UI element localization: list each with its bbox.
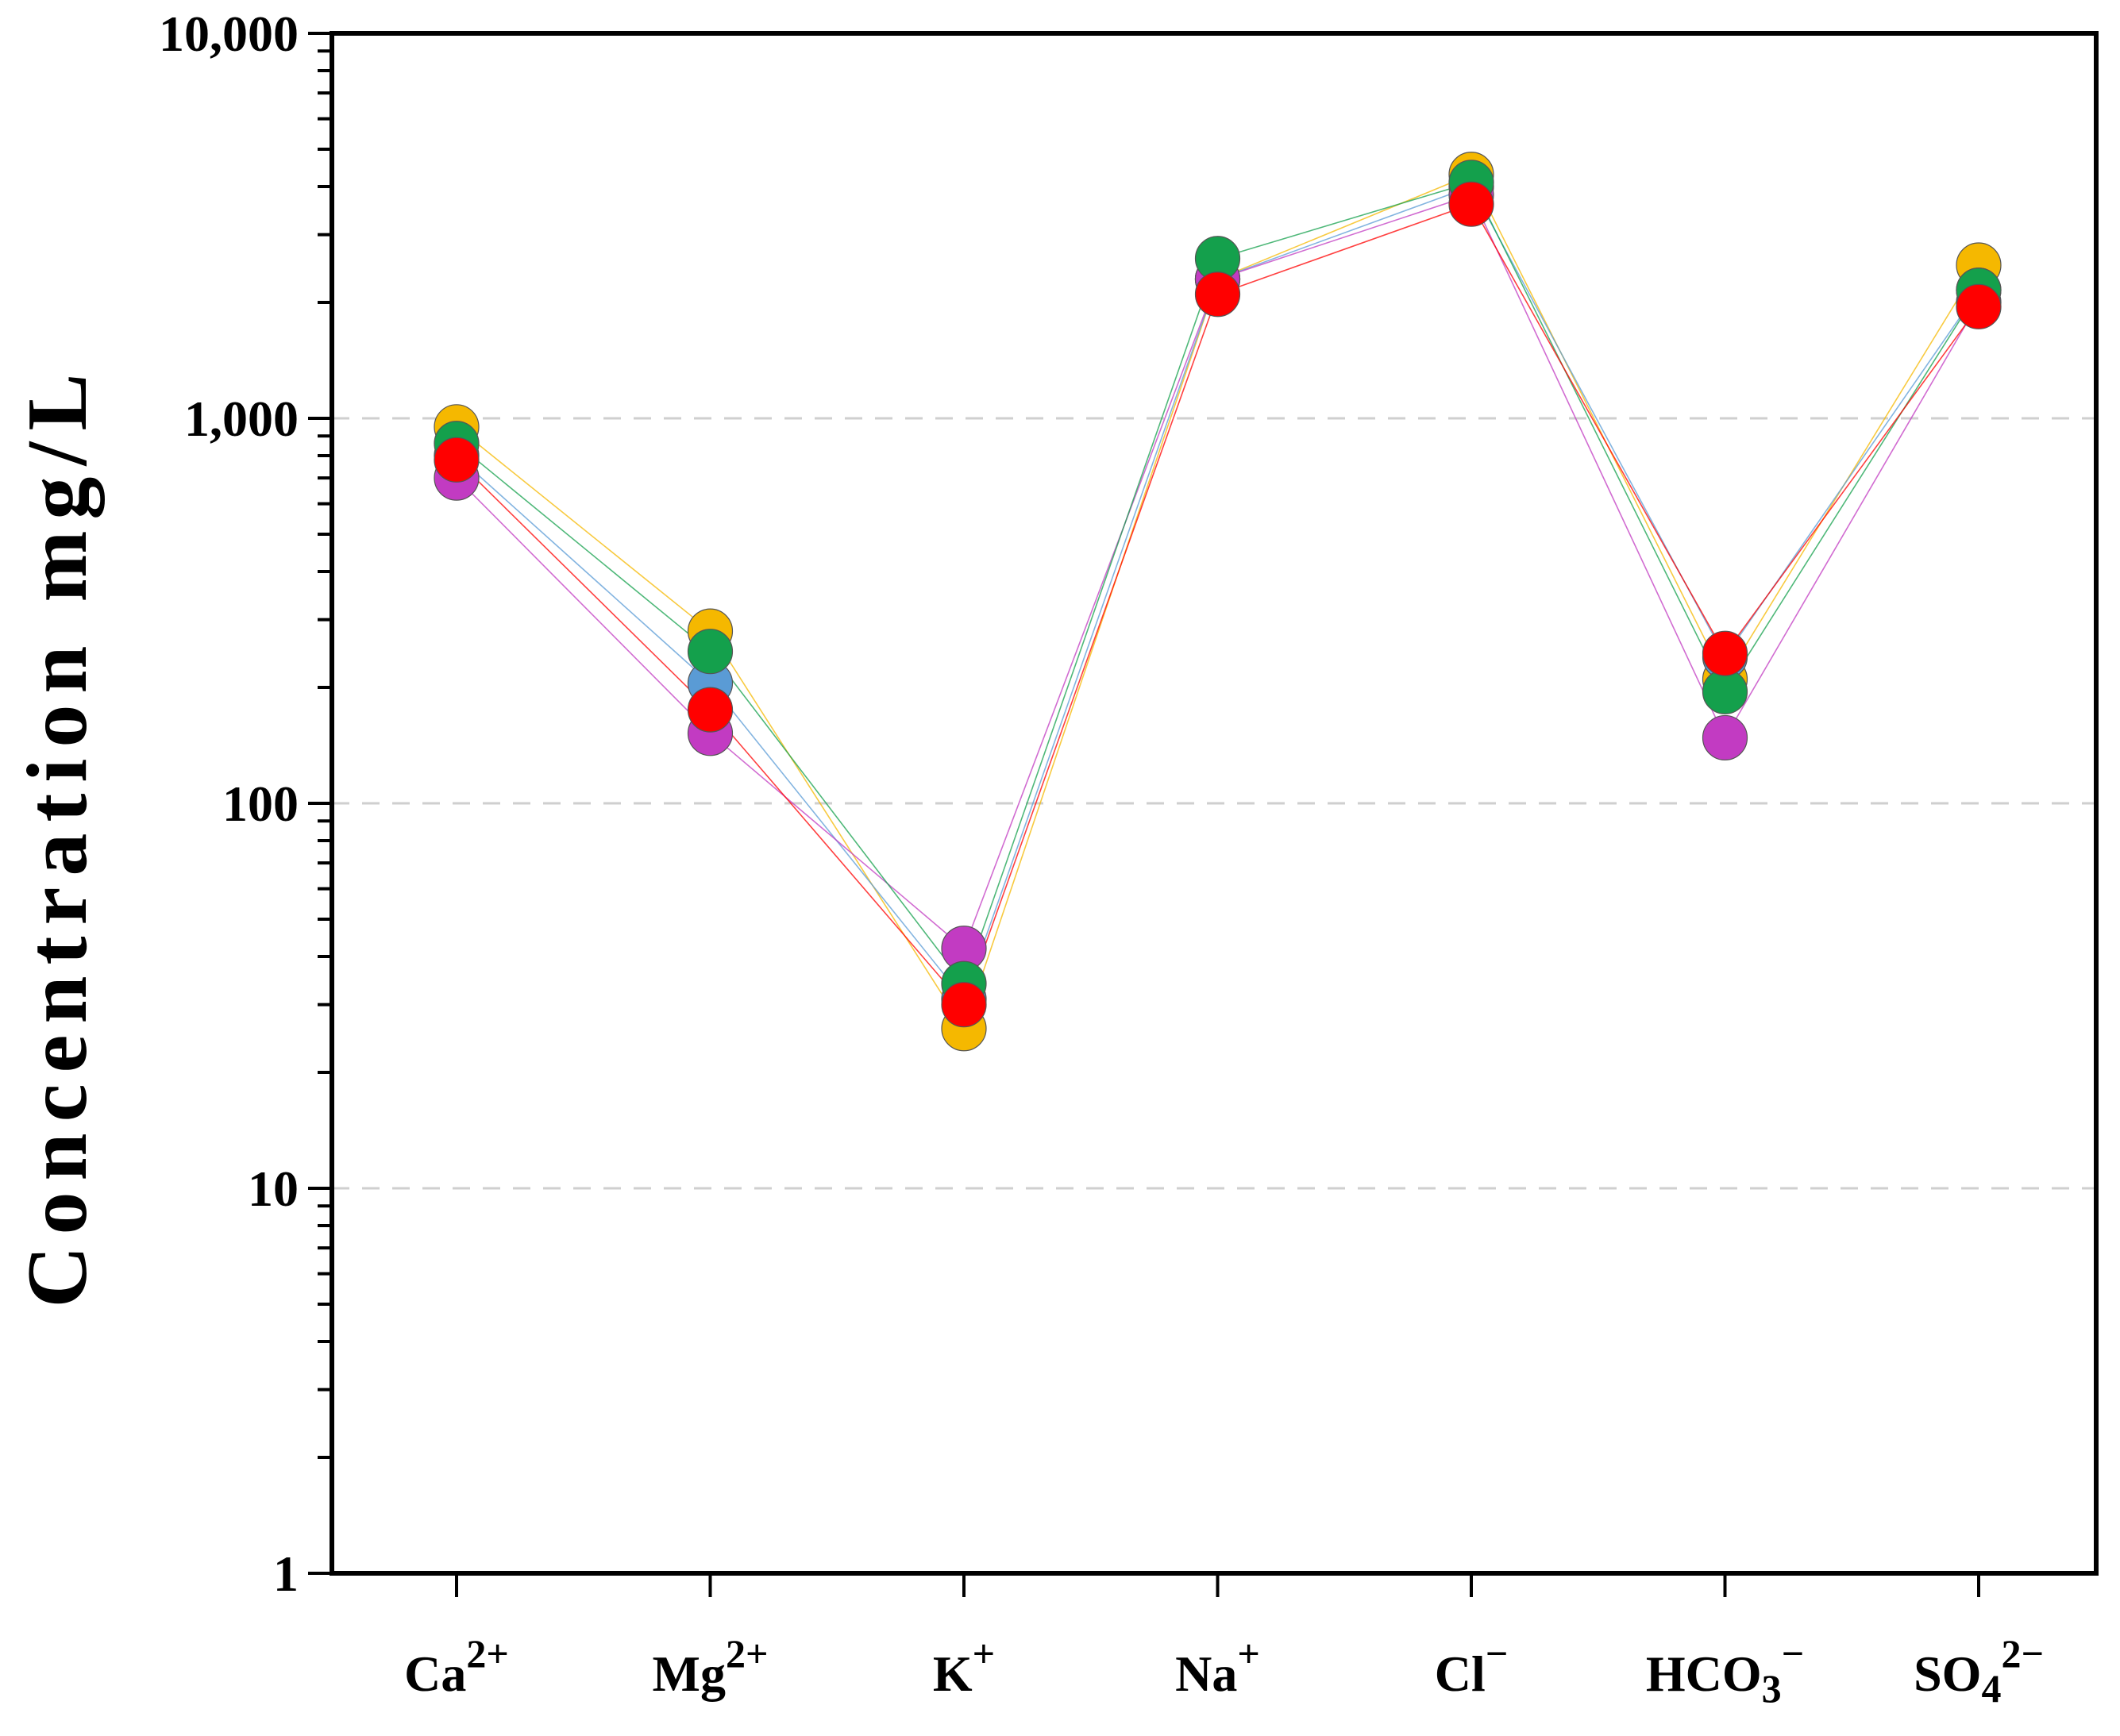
x-tick-label-superscript: + — [973, 1631, 996, 1676]
x-tick-label-superscript: − — [1486, 1631, 1509, 1676]
x-tick-label-subscript: 3 — [1762, 1666, 1782, 1711]
data-point-sample-red — [687, 687, 734, 733]
data-point-sample-red — [1448, 181, 1494, 227]
data-point-sample-red — [1702, 630, 1748, 676]
data-point-sample-magenta — [1702, 714, 1748, 761]
x-axis: Ca2+ Mg2+ K+ Na+ Cl− HCO3− SO42− — [404, 1573, 2044, 1711]
y-axis-label: Concentration mg/L — [10, 363, 105, 1308]
y-tick-label: 1 — [273, 1545, 299, 1602]
x-tick-label-subscript: 4 — [1981, 1666, 2001, 1711]
y-tick-label: 10 — [248, 1161, 299, 1217]
x-tick-label-superscript: − — [1782, 1631, 1805, 1676]
x-tick-label: Ca2+ — [404, 1631, 509, 1702]
x-tick-label-base: K — [933, 1646, 973, 1702]
series-line-sample-red — [456, 203, 1979, 1007]
x-tick-label: Na+ — [1175, 1631, 1260, 1702]
x-tick-label: K+ — [933, 1631, 995, 1702]
data-point-sample-green — [687, 629, 734, 675]
y-tick-label: 1,000 — [184, 391, 299, 447]
x-tick-label-superscript: + — [1237, 1631, 1260, 1676]
grid-lines — [332, 417, 2096, 1190]
y-tick-label: 10,000 — [159, 6, 299, 62]
x-tick-label-base: HCO — [1646, 1646, 1762, 1702]
x-tick-label: Mg2+ — [653, 1631, 769, 1702]
x-tick-label: Cl− — [1435, 1631, 1509, 1702]
y-axis: 1 10 100 1,000 10,000 — [159, 6, 332, 1602]
x-tick-label-base: Ca — [404, 1646, 466, 1702]
x-tick-label-superscript: 2+ — [466, 1631, 509, 1676]
x-tick-label: SO42− — [1914, 1631, 2044, 1711]
x-tick-label: HCO3− — [1646, 1631, 1804, 1711]
x-tick-label-superscript: 2− — [2001, 1631, 2044, 1676]
x-tick-label-base: Cl — [1435, 1646, 1486, 1702]
data-point-sample-red — [941, 981, 987, 1028]
x-tick-label-base: Mg — [653, 1646, 726, 1702]
data-point-sample-red — [434, 437, 480, 483]
data-point-sample-red — [1956, 283, 2002, 329]
x-tick-label-superscript: 2+ — [726, 1631, 769, 1676]
x-tick-label-base: SO — [1914, 1646, 1981, 1702]
x-tick-label-base: Na — [1175, 1646, 1237, 1702]
data-point-sample-red — [1194, 271, 1241, 318]
data-points — [434, 152, 2002, 1052]
y-tick-label: 100 — [222, 776, 299, 832]
